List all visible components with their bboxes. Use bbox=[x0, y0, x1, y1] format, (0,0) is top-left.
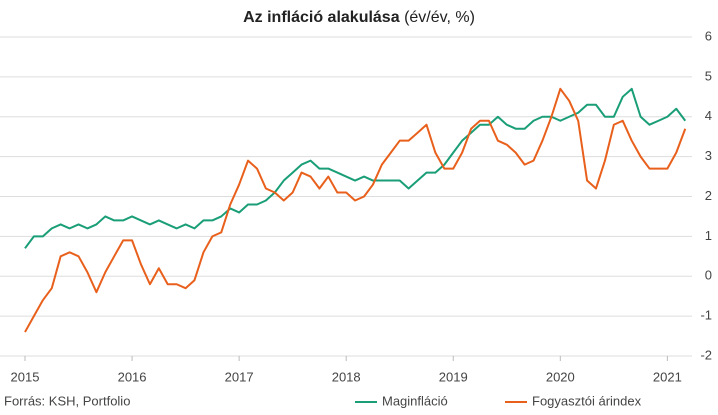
source: Forrás: KSH, Portfolio bbox=[4, 393, 130, 408]
y-tick-label: -1 bbox=[700, 308, 712, 323]
y-tick-label: 5 bbox=[705, 68, 712, 83]
legend-label: Fogyasztói árindex bbox=[532, 393, 642, 408]
series-line bbox=[24, 87, 687, 333]
x-tick-label: 2021 bbox=[653, 369, 682, 384]
subtitle: (év/év, %) bbox=[404, 9, 475, 26]
y-tick-label: 0 bbox=[705, 268, 712, 283]
x-tick-label: 2017 bbox=[225, 369, 254, 384]
x-tick-label: 2016 bbox=[118, 369, 147, 384]
x-tick-label: 2015 bbox=[11, 369, 40, 384]
x-tick-label: 2018 bbox=[332, 369, 361, 384]
chart-title: Az infláció alakulása (év/év, %) bbox=[243, 9, 475, 26]
y-tick-label: 6 bbox=[705, 28, 712, 43]
y-tick-label: -2 bbox=[700, 347, 712, 362]
x-tick-label: 2019 bbox=[439, 369, 468, 384]
y-tick-label: 3 bbox=[705, 148, 712, 163]
legend-label: Maginfláció bbox=[382, 393, 448, 408]
title: Az infláció alakulása bbox=[243, 9, 400, 26]
y-tick-label: 4 bbox=[705, 108, 712, 123]
y-tick-label: 2 bbox=[705, 188, 712, 203]
x-tick-label: 2020 bbox=[546, 369, 575, 384]
y-tick-label: 1 bbox=[705, 228, 712, 243]
